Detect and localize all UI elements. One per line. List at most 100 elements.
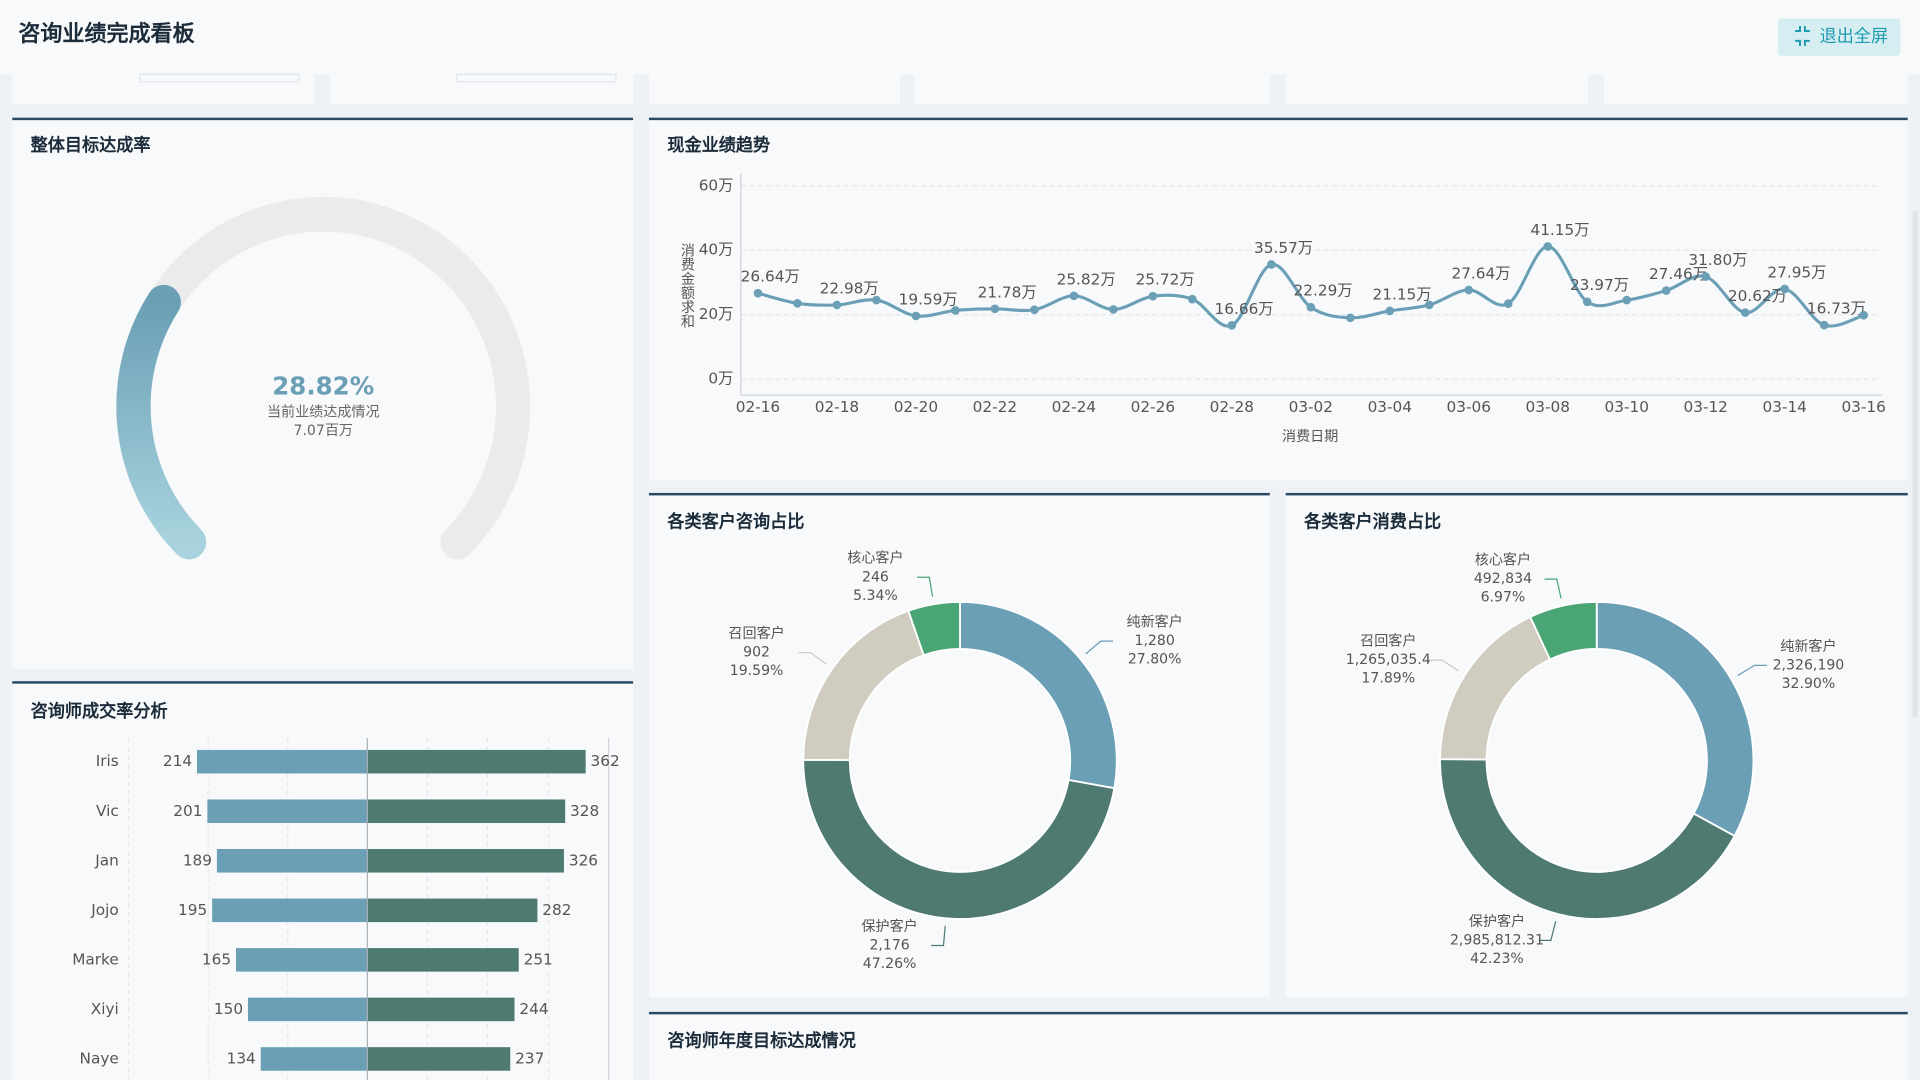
exit-button-label[interactable]: 退出全屏 xyxy=(1820,27,1889,47)
data-label: 25.72万 xyxy=(1136,271,1195,289)
data-label: 41.15万 xyxy=(1530,221,1589,239)
data-point xyxy=(1780,284,1789,294)
data-point xyxy=(951,306,960,315)
x-tick-label: 02-24 xyxy=(1052,398,1096,416)
slice-label: 纯新客户 xyxy=(1780,638,1836,655)
leader-line xyxy=(1085,640,1114,655)
x-tick-label: 02-28 xyxy=(1210,398,1254,416)
data-point xyxy=(1267,260,1276,269)
bar xyxy=(260,1047,368,1071)
bar-value-label: 328 xyxy=(570,802,599,820)
data-point xyxy=(990,304,1000,314)
data-label: 20.62万 xyxy=(1728,287,1787,305)
bar xyxy=(367,997,515,1022)
data-point xyxy=(1188,294,1197,304)
category-label: Marke xyxy=(72,950,119,968)
data-label: 21.78万 xyxy=(978,283,1037,301)
slice-label: 19.59% xyxy=(730,663,784,679)
data-point xyxy=(872,295,881,305)
data-point xyxy=(1622,295,1632,305)
slice-label: 32.90% xyxy=(1782,676,1836,692)
data-label: 19.59万 xyxy=(899,290,958,308)
data-label: 22.29万 xyxy=(1294,282,1353,300)
panel-title: 咨询师成交率分析 xyxy=(31,701,168,722)
slice-label: 2,326,190 xyxy=(1773,657,1845,673)
gauge-annotation: 7.07百万 xyxy=(294,423,354,439)
data-label: 21.15万 xyxy=(1373,285,1432,303)
data-label: 27.64万 xyxy=(1451,264,1510,282)
bar xyxy=(216,849,368,873)
data-point xyxy=(1543,242,1553,251)
data-label: 31.80万 xyxy=(1688,251,1747,269)
slice-label: 47.26% xyxy=(863,956,917,972)
data-point xyxy=(1109,305,1118,314)
bar xyxy=(212,898,368,923)
data-point xyxy=(1503,299,1513,308)
bar xyxy=(247,997,368,1022)
data-label: 26.64万 xyxy=(741,268,800,286)
y-tick-label: 60万 xyxy=(699,176,734,194)
gauge-value: 28.82% xyxy=(272,372,374,401)
category-label: Jojo xyxy=(90,901,118,919)
data-point xyxy=(1069,291,1079,301)
data-point xyxy=(1425,300,1434,310)
x-tick-label: 03-14 xyxy=(1762,398,1806,416)
slice-label: 902 xyxy=(743,645,770,661)
x-tick-label: 02-22 xyxy=(973,398,1017,416)
panels xyxy=(12,117,1918,1080)
gauge-progress xyxy=(116,284,207,560)
category-label: Vic xyxy=(96,802,119,820)
slice-label: 核心客户 xyxy=(847,550,903,567)
slice-label: 42.23% xyxy=(1470,951,1524,967)
exit-fullscreen-button[interactable] xyxy=(1777,18,1901,56)
leader-line xyxy=(1538,921,1557,941)
data-point xyxy=(1385,306,1395,316)
y-tick-label: 40万 xyxy=(699,241,734,259)
x-tick-label: 02-26 xyxy=(1131,398,1175,416)
data-point xyxy=(911,311,921,321)
x-tick-label: 03-02 xyxy=(1289,398,1333,416)
slice-label: 召回客户 xyxy=(1360,632,1416,649)
donut-segment xyxy=(1529,600,1598,661)
slice-label: 27.80% xyxy=(1128,652,1182,668)
slice-label: 核心客户 xyxy=(1475,551,1531,568)
slice-label: 保护客户 xyxy=(1469,913,1525,930)
bar xyxy=(367,849,564,873)
data-point xyxy=(1464,285,1474,295)
data-point xyxy=(1859,310,1868,320)
bar xyxy=(367,749,586,774)
panel-title: 现金业绩趋势 xyxy=(667,135,770,156)
x-tick-label: 03-12 xyxy=(1683,398,1727,416)
leader-line xyxy=(1544,578,1562,599)
bar-value-label: 134 xyxy=(227,1049,256,1067)
bar-value-label: 282 xyxy=(542,901,571,919)
data-point xyxy=(832,300,842,310)
data-point xyxy=(1227,321,1237,330)
donut-segment xyxy=(907,600,961,657)
panel-title: 咨询师年度目标达成情况 xyxy=(667,1031,856,1052)
x-tick-label: 03-04 xyxy=(1368,398,1412,416)
bar xyxy=(236,948,368,972)
bar xyxy=(207,799,368,824)
x-tick-label: 03-10 xyxy=(1605,398,1649,416)
data-point xyxy=(1346,313,1355,323)
bar-value-label: 237 xyxy=(515,1049,544,1067)
x-tick-label: 03-08 xyxy=(1526,398,1570,416)
y-axis-label: 消费金额求和 xyxy=(679,243,695,329)
bar-value-label: 214 xyxy=(163,752,192,770)
donut-segment xyxy=(802,758,1116,920)
data-label: 22.98万 xyxy=(820,279,879,297)
bar xyxy=(367,799,566,824)
bar-value-label: 251 xyxy=(524,950,553,968)
bar-value-label: 189 xyxy=(183,851,212,869)
data-label: 27.95万 xyxy=(1767,263,1826,281)
slice-label: 2,176 xyxy=(869,937,909,953)
x-tick-label: 02-16 xyxy=(736,398,780,416)
slice-label: 5.34% xyxy=(853,588,898,604)
slice-label: 保护客户 xyxy=(861,918,917,935)
data-point xyxy=(1701,272,1710,281)
data-point xyxy=(1740,308,1750,317)
donut-segment xyxy=(1595,600,1755,838)
slice-label: 1,280 xyxy=(1135,633,1175,649)
